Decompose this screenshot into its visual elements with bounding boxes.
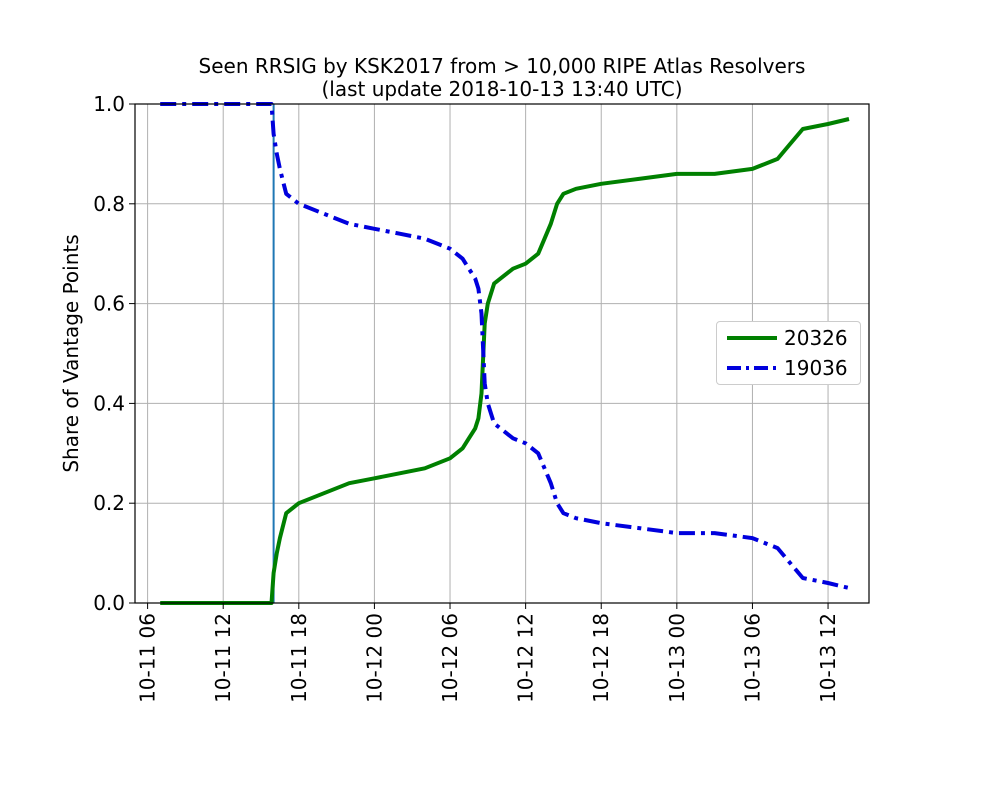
y-axis-label: Share of Vantage Points	[59, 234, 83, 472]
series-line-20326	[160, 117, 850, 605]
x-tick-label: 10-13 12	[816, 613, 840, 703]
x-tick-label: 10-12 00	[362, 613, 386, 703]
y-tick-label: 0.4	[93, 391, 125, 415]
series-line-19036	[160, 102, 850, 590]
x-tick-label: 10-12 06	[438, 613, 462, 703]
y-tick-label: 0.0	[93, 591, 125, 615]
legend-label-series-0: 20326	[784, 326, 848, 350]
y-tick-label: 0.8	[93, 192, 125, 216]
chart-legend: 20326 19036	[716, 321, 861, 385]
x-tick-label: 10-12 12	[514, 613, 538, 703]
legend-swatch-series-1	[727, 366, 777, 370]
chart-title: Seen RRSIG by KSK2017 from > 10,000 RIPE…	[198, 54, 806, 78]
x-tick-label: 10-13 00	[665, 613, 689, 703]
legend-item-series-1: 19036	[717, 354, 860, 382]
legend-item-series-0: 20326	[717, 324, 860, 352]
x-tick-label: 10-11 12	[211, 613, 235, 703]
legend-label-series-1: 19036	[784, 356, 848, 380]
chart-subtitle: (last update 2018-10-13 13:40 UTC)	[321, 77, 683, 101]
y-tick-label: 1.0	[93, 92, 125, 116]
y-tick-label: 0.6	[93, 292, 125, 316]
x-tick-label: 10-13 06	[740, 613, 764, 703]
x-tick-label: 10-11 06	[136, 613, 160, 703]
y-tick-label: 0.2	[93, 491, 125, 515]
x-tick-label: 10-12 18	[589, 613, 613, 703]
legend-swatch-series-0	[727, 336, 777, 340]
x-tick-label: 10-11 18	[287, 613, 311, 703]
plot-frame	[134, 103, 870, 604]
